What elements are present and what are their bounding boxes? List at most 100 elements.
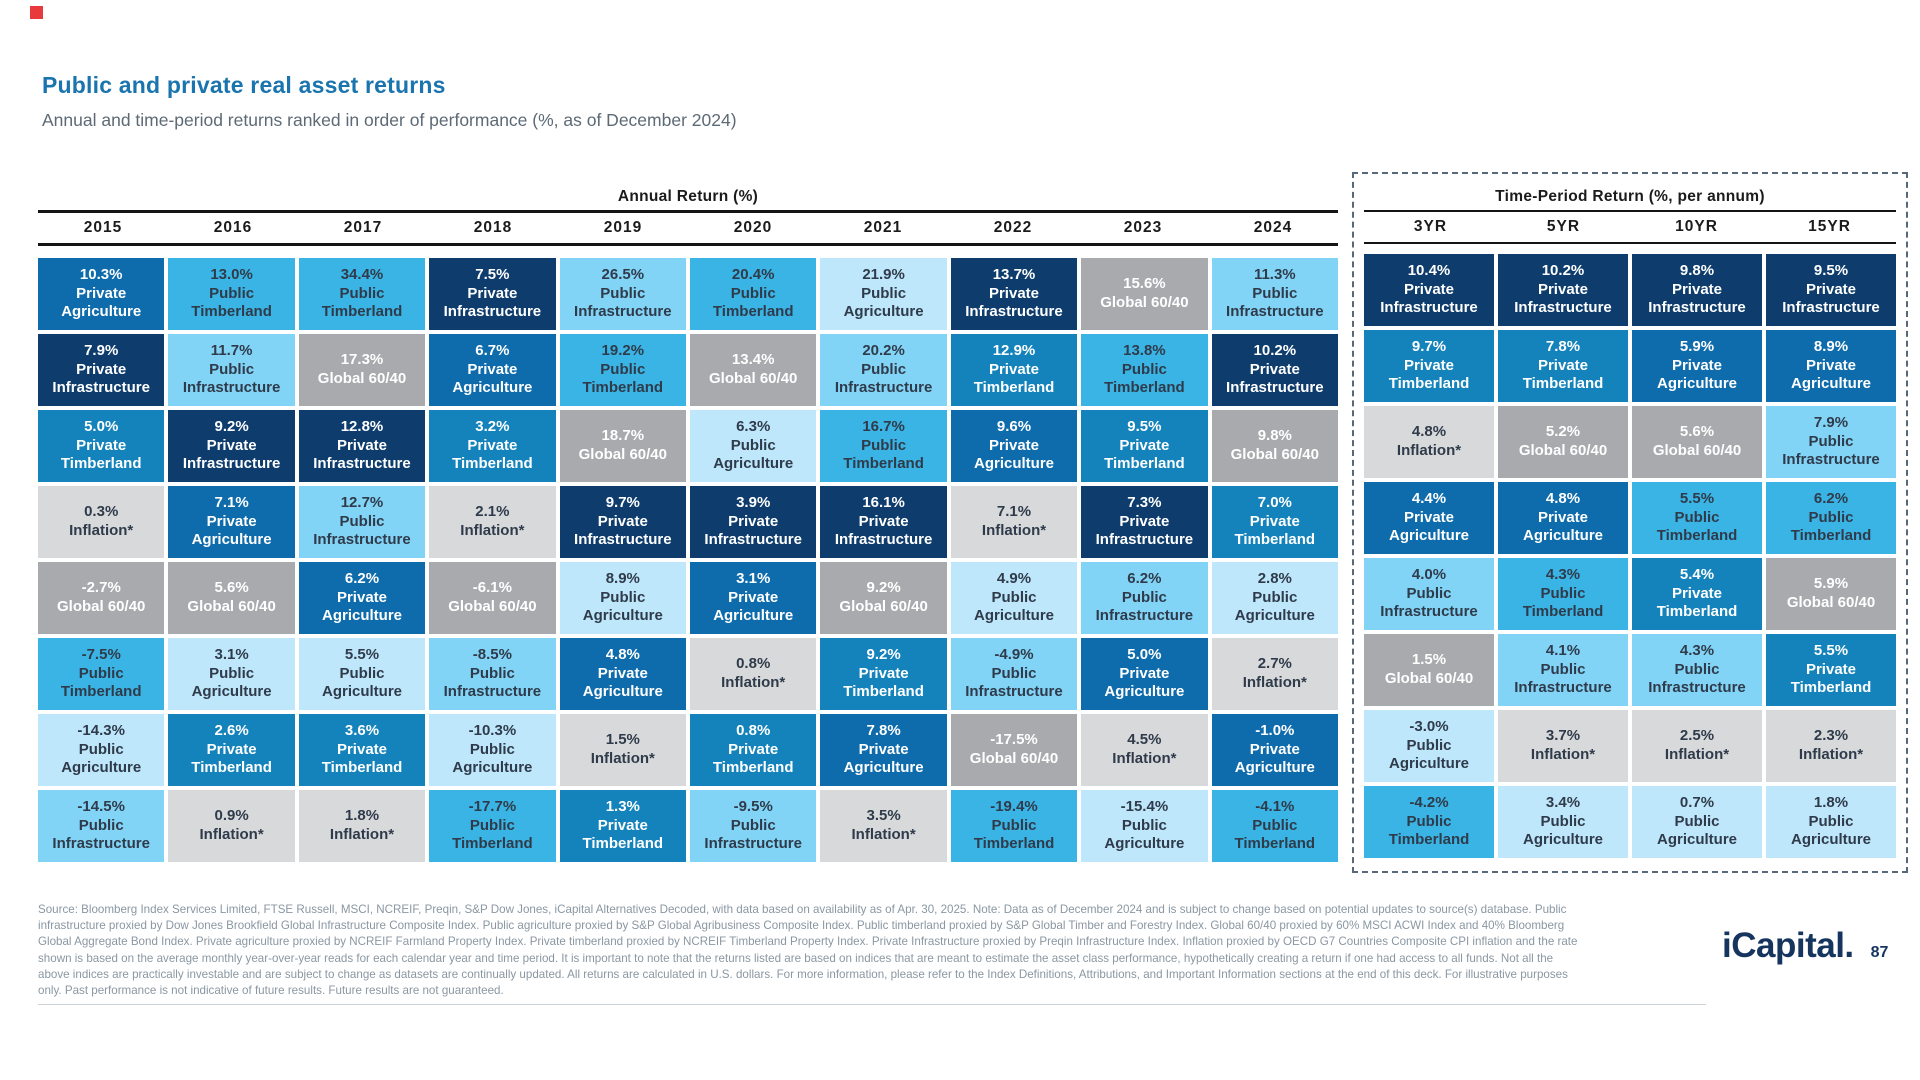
return-cell-2017-private-infrastructure: 12.8% Private Infrastructure [298, 410, 426, 482]
return-value: 20.2% [862, 342, 905, 360]
asset-class-label: Global 60/40 [448, 598, 537, 615]
return-value: -15.4% [1120, 798, 1169, 816]
annual-return-grid: 10.3% Private Agriculture 13.0% Public Timb… [38, 258, 1338, 862]
asset-class-label: Private Agriculture [1234, 740, 1315, 777]
time-period-section-title: Time-Period Return (%, per annum) [1495, 188, 1765, 205]
asset-class-label: Private Infrastructure [1782, 280, 1880, 317]
return-cell-2017-public-timberland: 34.4% Public Timberland [298, 258, 426, 330]
return-value: 8.9% [605, 570, 640, 588]
time-period-return-grid: 10.4% Private Infrastructure 10.2% Private … [1364, 254, 1896, 858]
asset-class-label: Public Infrastructure [574, 284, 672, 321]
return-value: 3.9% [736, 494, 771, 512]
asset-class-label: Private Infrastructure [182, 436, 281, 473]
asset-class-label: Global 60/40 [839, 598, 928, 615]
return-cell-2021-private-infrastructure: 16.1% Private Infrastructure [820, 486, 947, 558]
asset-class-label: Private Infrastructure [443, 284, 542, 321]
return-cell-2018-public-timberland: -17.7% Public Timberland [429, 790, 556, 862]
return-cell-2015-global-60-40: -2.7% Global 60/40 [38, 562, 165, 634]
asset-class-label: Public Infrastructure [52, 816, 150, 853]
return-value: 9.7% [605, 494, 640, 512]
logo-dot: . [1844, 926, 1855, 965]
return-value: 0.8% [736, 655, 771, 673]
return-value: 1.8% [344, 807, 380, 825]
column-header-2021: 2021 [863, 219, 903, 236]
return-value: 12.8% [340, 418, 384, 436]
return-value: 5.9% [1679, 338, 1715, 356]
return-cell-2018-private-infrastructure: 7.5% Private Infrastructure [429, 258, 556, 330]
return-value: -4.9% [994, 646, 1034, 664]
return-cell-15yr-public-timberland: 6.2% Public Timberland [1766, 482, 1896, 554]
return-cell-2017-public-infrastructure: 12.7% Public Infrastructure [298, 486, 426, 558]
asset-class-label: Global 60/40 [709, 370, 798, 387]
return-value: 3.2% [475, 418, 510, 436]
asset-class-label: Private Infrastructure [1095, 512, 1194, 549]
asset-class-label: Global 60/40 [1652, 442, 1742, 459]
asset-class-label: Global 60/40 [1518, 442, 1608, 459]
column-header-2023: 2023 [1123, 219, 1163, 236]
return-cell-2021-global-60-40: 9.2% Global 60/40 [820, 562, 947, 634]
asset-class-label: Inflation* [69, 522, 134, 539]
return-value: -4.1% [1255, 798, 1295, 816]
return-value: 3.1% [736, 570, 771, 588]
return-value: -7.5% [81, 646, 121, 664]
return-value: 7.5% [475, 266, 510, 284]
asset-class-label: Global 60/40 [969, 750, 1059, 767]
return-value: 5.6% [1679, 423, 1715, 441]
return-value: -3.0% [1409, 718, 1449, 736]
return-value: 3.5% [866, 807, 901, 825]
return-cell-2020-inflation: 0.8% Inflation* [690, 638, 817, 710]
column-header-2017: 2017 [343, 219, 383, 236]
column-header-5yr: 5YR [1546, 218, 1581, 235]
return-cell-2024-global-60-40: 9.8% Global 60/40 [1211, 410, 1338, 482]
return-value: -8.5% [472, 646, 512, 664]
return-cell-2018-public-agriculture: -10.3% Public Agriculture [429, 714, 556, 786]
return-cell-2015-public-infrastructure: -14.5% Public Infrastructure [38, 790, 165, 862]
return-value: 2.8% [1257, 570, 1292, 588]
asset-class-label: Private Agriculture [1790, 356, 1871, 393]
asset-class-label: Public Infrastructure [1782, 432, 1880, 469]
return-cell-2017-public-agriculture: 5.5% Public Agriculture [298, 638, 426, 710]
asset-class-label: Public Infrastructure [1380, 584, 1478, 621]
return-value: 3.4% [1545, 794, 1581, 812]
asset-class-label: Public Timberland [1234, 816, 1316, 853]
return-cell-2023-private-agriculture: 5.0% Private Agriculture [1081, 638, 1208, 710]
return-value: 4.1% [1545, 642, 1581, 660]
return-value: -14.3% [77, 722, 125, 740]
return-value: 3.7% [1545, 727, 1581, 745]
return-cell-5yr-inflation: 3.7% Inflation* [1498, 710, 1628, 782]
return-value: 0.8% [736, 722, 771, 740]
asset-class-label: Public Agriculture [843, 284, 924, 321]
asset-class-label: Private Agriculture [1522, 508, 1603, 545]
return-cell-5yr-private-agriculture: 4.8% Private Agriculture [1498, 482, 1628, 554]
asset-class-label: Public Timberland [712, 284, 794, 321]
asset-class-label: Global 60/40 [1786, 594, 1876, 611]
asset-class-label: Private Timberland [1234, 512, 1316, 549]
return-value: 4.0% [1411, 566, 1447, 584]
return-value: 1.5% [605, 731, 640, 749]
return-cell-2018-private-agriculture: 6.7% Private Agriculture [429, 334, 556, 406]
return-cell-2024-inflation: 2.7% Inflation* [1211, 638, 1338, 710]
asset-class-label: Private Agriculture [582, 664, 663, 701]
time-period-section: Time-Period Return (%, per annum) 3YR 5YR… [1352, 172, 1908, 873]
return-value: 9.2% [866, 579, 901, 597]
return-cell-2024-private-timberland: 7.0% Private Timberland [1211, 486, 1338, 558]
return-cell-2016-private-timberland: 2.6% Private Timberland [168, 714, 295, 786]
return-cell-2020-private-timberland: 0.8% Private Timberland [690, 714, 817, 786]
return-value: 21.9% [862, 266, 905, 284]
return-value: 2.5% [1679, 727, 1715, 745]
asset-class-label: Inflation* [721, 674, 786, 691]
asset-class-label: Public Agriculture [1104, 816, 1185, 853]
return-cell-2018-inflation: 2.1% Inflation* [429, 486, 556, 558]
asset-class-label: Private Agriculture [973, 436, 1054, 473]
return-cell-15yr-public-infrastructure: 7.9% Public Infrastructure [1766, 406, 1896, 478]
return-value: 9.7% [1411, 338, 1447, 356]
return-value: 6.7% [475, 342, 510, 360]
return-value: 7.1% [214, 494, 249, 512]
return-cell-15yr-inflation: 2.3% Inflation* [1766, 710, 1896, 782]
return-cell-2022-private-timberland: 12.9% Private Timberland [950, 334, 1078, 406]
asset-class-label: Private Infrastructure [574, 512, 672, 549]
asset-class-label: Public Agriculture [1790, 812, 1871, 849]
return-cell-2019-global-60-40: 18.7% Global 60/40 [559, 410, 686, 482]
page-subtitle: Annual and time-period returns ranked in… [42, 110, 737, 130]
